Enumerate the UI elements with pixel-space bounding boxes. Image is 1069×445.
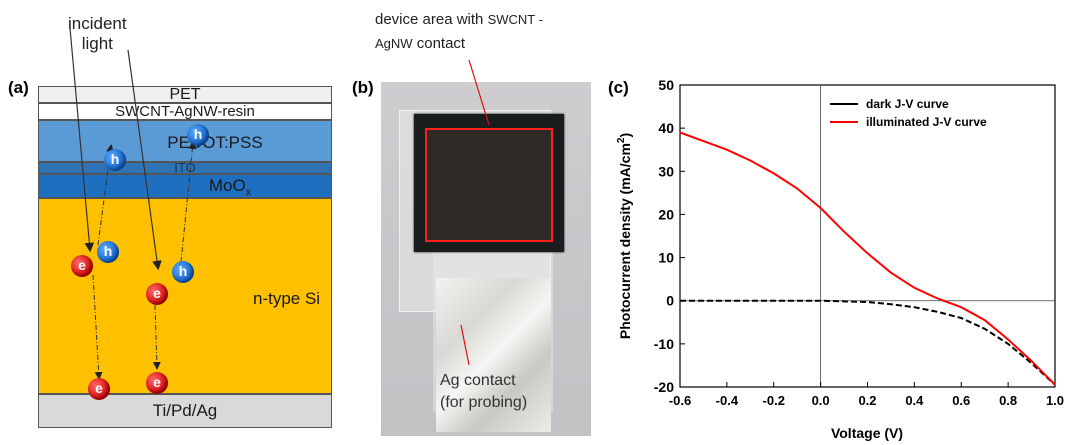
series-dark-jv-curve [680,299,1056,386]
axis-ticks: -0.6 -0.4 -0.2 0.0 0.2 0.4 0.6 0.8 1.0 -20 -10 0 10 2… [654,77,1064,408]
layer-n-type-si: n-type Si [38,198,332,394]
ag-contact-caption: Ag contact (for probing) [440,370,527,414]
panel-b-label: (b) [352,78,374,97]
plot-frame [679,84,1056,388]
hole-1: h [104,149,126,171]
series-illuminated-jv-curve [679,131,1056,386]
y-tick-label: 20 [658,206,674,222]
incident-light-arrow-2 [127,49,162,271]
layer-moox: MoOx [38,174,332,198]
y-tick-label: 10 [658,250,674,266]
x-axis-label: Voltage (V) [831,425,903,441]
series-group [679,131,1056,386]
x-tick-label: -0.4 [716,393,739,408]
n-type-si-label: n-type Si [253,289,321,308]
y-tick-label: 30 [658,163,674,179]
x-tick-label: -0.6 [669,393,691,408]
incident-light-line2: light [81,34,113,53]
layer-pedot-pss: PEDOT:PSS [38,120,332,162]
y-tick-label: 50 [658,77,674,93]
zero-lines [680,85,1055,387]
y-tick-label: -10 [654,336,674,352]
x-tick-label: 0.0 [812,393,830,408]
moox-label: MoO [208,176,246,195]
electron-1: e [71,255,93,277]
hole-4: h [172,261,194,283]
panel-a-arrows [69,27,197,380]
panel-a-label: (a) [8,78,29,97]
y-tick-label: -20 [654,379,674,395]
electron-path-2 [152,304,161,370]
incident-light-arrow-1 [69,27,95,253]
device-area-pointer [468,59,490,126]
incident-light-label: incident light [68,14,127,54]
y-axis-label: Photocurrent density (mA/cm2) [616,133,633,339]
electron-4: e [146,372,168,394]
moox-subscript: x [245,186,252,199]
jv-chart: -0.6 -0.4 -0.2 0.0 0.2 0.4 0.6 0.8 1.0 -20 -10 0 10 2… [616,77,1064,441]
x-tick-label: 0.4 [905,393,924,408]
device-area-caption-line2: AgNW contact [375,35,466,52]
hole-2: h [187,124,209,146]
device-area-caption-line1: device area with SWCNT - [375,11,543,28]
panel-c-label: (c) [608,78,629,97]
x-tick-label: 1.0 [1046,393,1064,408]
electron-2: e [146,283,168,305]
layer-ti-pd-ag: Ti/Pd/Ag [38,394,332,428]
device-area-caption: device area with SWCNT - AgNW contact [375,8,543,56]
device-photo [381,82,591,436]
legend-label-dark: dark J-V curve [866,97,949,111]
y-tick-label: 0 [666,293,674,309]
hole-3: h [97,241,119,263]
layer-swcnt-agnw-resin: SWCNT-AgNW-resin [38,103,332,120]
device-active-area [425,128,553,242]
x-tick-label: 0.2 [858,393,876,408]
hole-path-2 [180,141,197,263]
legend: dark J-V curve illuminated J-V curve [830,97,987,129]
ag-contact-caption-line1: Ag contact [440,372,516,389]
electron-path-1 [92,274,103,380]
layer-pet: PET [38,86,332,103]
electron-3: e [88,378,110,400]
ag-contact-pointer [460,324,470,366]
y-tick-label: 40 [658,120,674,136]
x-tick-label: -0.2 [763,393,785,408]
ag-contact-caption-line2: (for probing) [440,394,528,411]
incident-light-line1: incident [68,14,127,33]
ag-contact-foil [436,278,551,432]
legend-label-illuminated: illuminated J-V curve [866,115,987,129]
x-tick-label: 0.6 [952,393,970,408]
x-tick-label: 0.8 [999,393,1017,408]
panel-b-pointers [460,59,490,366]
